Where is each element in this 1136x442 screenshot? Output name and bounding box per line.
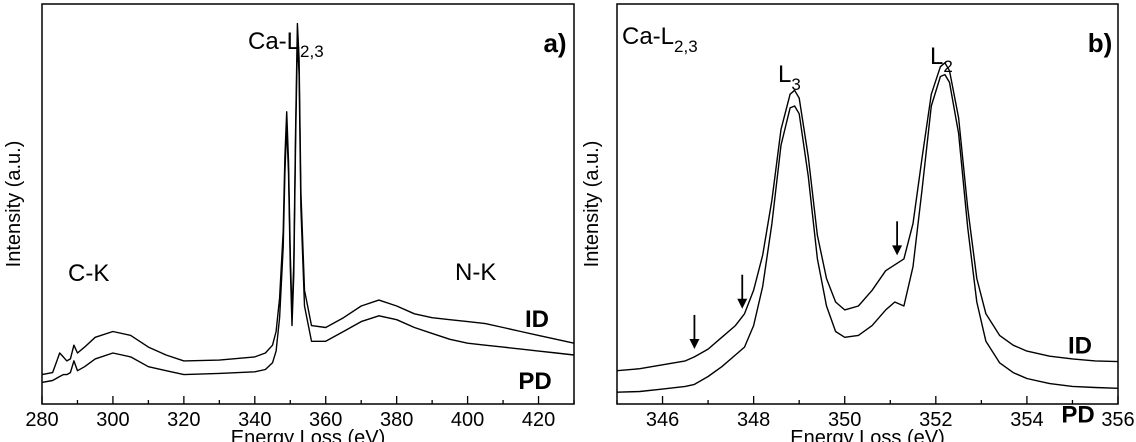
x-tick-label: 320 <box>167 409 200 431</box>
x-axis-title: Energy Loss (eV) <box>231 427 386 442</box>
x-tick-label: 300 <box>96 409 129 431</box>
panel-a: 280 300 320 340 360 380 400 420 Energy Loss (eV)… <box>3 3 575 442</box>
x-tick-label: 280 <box>25 409 58 431</box>
arrow-marker <box>737 274 748 309</box>
annotation-label: N-K <box>455 259 496 286</box>
panel-letter: b) <box>1088 28 1113 58</box>
annotation-label: Ca-L2,3 <box>248 28 324 61</box>
plot-frame <box>616 3 1119 405</box>
series-line-id <box>616 62 1119 372</box>
x-axis-title: Energy Loss (eV) <box>790 427 945 442</box>
arrow-marker <box>689 314 700 349</box>
x-tick-label: 340 <box>238 409 271 431</box>
series-label-id: ID <box>525 306 549 333</box>
series-line-pd <box>41 38 575 384</box>
x-tick-label: 346 <box>646 409 679 431</box>
x-tick-label: 400 <box>451 409 484 431</box>
x-tick-label: 354 <box>1010 409 1043 431</box>
annotation-label: C-K <box>68 260 109 287</box>
series-label-id: ID <box>1068 333 1092 360</box>
annotation-label: L3 <box>778 61 801 94</box>
series-label-pd: PD <box>1061 401 1094 428</box>
annotation-label: L2 <box>930 43 953 76</box>
plot-frame <box>41 3 575 405</box>
x-tick-label: 380 <box>380 409 413 431</box>
x-tick-label: 348 <box>737 409 770 431</box>
x-tick-label: 350 <box>828 409 861 431</box>
x-tick-label: 360 <box>309 409 342 431</box>
panel-letter: a) <box>543 28 566 58</box>
x-tick-label: 352 <box>919 409 952 431</box>
series-label-pd: PD <box>518 368 551 395</box>
x-tick-label: 420 <box>522 409 555 431</box>
x-tick-label: 356 <box>1101 409 1134 431</box>
series-line-pd <box>616 73 1119 393</box>
panel-b: 346 348 350 352 354 356 Energy Loss (eV) Intens… <box>581 3 1135 442</box>
y-axis-title: Intensity (a.u.) <box>581 141 603 268</box>
arrow-marker <box>892 221 903 256</box>
y-axis-title: Intensity (a.u.) <box>3 141 25 268</box>
annotation-label: Ca-L2,3 <box>622 23 698 56</box>
